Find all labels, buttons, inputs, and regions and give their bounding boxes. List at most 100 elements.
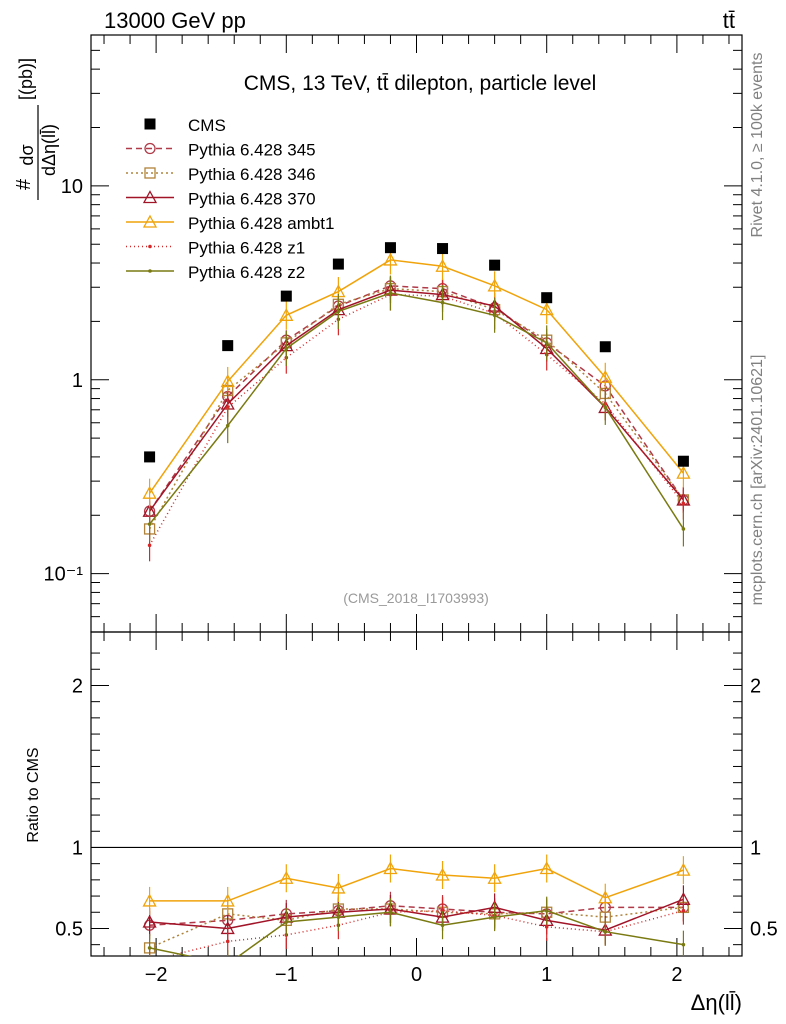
energy-label: 13000 GeV pp (104, 8, 246, 33)
y-tick-label: 10⁻¹ (44, 564, 84, 586)
ratio-y-tick-label-right: 0.5 (750, 918, 778, 940)
mcplots-label: mcplots.cern.ch [arXiv:2401.10621] (749, 355, 766, 606)
ratio-marker (681, 908, 686, 913)
analysis-id: (CMS_2018_I1703993) (343, 590, 489, 606)
cms-data-point (489, 259, 501, 271)
series-line (149, 292, 685, 530)
y-axis-numerator: dσ (17, 144, 37, 165)
legend-label: Pythia 6.428 346 (188, 165, 316, 184)
ratio-marker (142, 893, 157, 907)
series-marker (681, 527, 686, 531)
x-axis-label: Δη(ll̄) (691, 990, 742, 1015)
cms-data-points (144, 242, 689, 467)
ratio-marker (383, 861, 398, 875)
ratio-y-tick-label: 0.5 (55, 918, 83, 940)
series-marker (147, 522, 152, 526)
legend-label: Pythia 6.428 ambt1 (188, 214, 334, 233)
ratio-marker (147, 946, 152, 950)
ratio-y-axis-label: Ratio to CMS (25, 747, 42, 842)
ratio-series-line (166, 909, 684, 956)
y-axis-unit: [(pb)] (16, 58, 36, 100)
x-tick-label: −2 (145, 964, 168, 986)
series-line (148, 259, 684, 494)
series-marker (383, 252, 398, 266)
legend-marker (144, 142, 156, 155)
ratio-series-line (149, 898, 684, 931)
ratio-y-tick-label-right: 2 (750, 675, 761, 697)
x-tick-label: 0 (411, 964, 422, 986)
ratio-marker (603, 929, 608, 934)
ratio-marker (598, 890, 613, 904)
ratio-marker (487, 870, 502, 884)
ratio-marker (544, 908, 549, 913)
series-marker (681, 501, 686, 506)
cms-data-point (144, 451, 156, 463)
ratio-marker (284, 920, 289, 924)
cms-data-point (384, 242, 396, 254)
cms-data-point (677, 455, 689, 467)
main-series-group (142, 245, 691, 562)
series-marker (435, 258, 450, 272)
series-marker (336, 309, 341, 314)
y-tick-label: 1 (72, 370, 83, 392)
x-tick-label: 1 (541, 964, 552, 986)
legend-marker-cms (144, 118, 156, 130)
ratio-series-line (149, 909, 684, 956)
ratio-marker (681, 942, 686, 947)
ratio-marker (388, 910, 393, 915)
series-marker (676, 465, 691, 479)
ratio-y-tick-label: 1 (72, 837, 83, 859)
main-axis-ticks: 10⁻¹ 1 10 (44, 34, 742, 633)
ratio-marker (220, 893, 235, 907)
series-marker (279, 307, 294, 321)
series-line (148, 285, 685, 512)
y-axis-label: # dσ dΔη(ll̄) [(pb)] (13, 58, 59, 200)
series-marker (487, 278, 502, 292)
ratio-axis-ticks: −2 −1 0 1 2 0.5 0.5 1 1 2 2 (55, 632, 778, 986)
ratio-y-tick-label-right: 1 (750, 837, 761, 859)
rivet-label: Rivet 4.1.0, ≥ 100k events (749, 53, 766, 238)
legend-label: Pythia 6.428 370 (188, 190, 316, 209)
ratio-marker (492, 915, 497, 919)
series-marker (492, 313, 497, 318)
x-tick-label: 2 (671, 964, 682, 986)
y-tick-label: 10 (61, 176, 83, 198)
ratio-marker (226, 962, 230, 966)
ratio-series-group (142, 854, 691, 966)
legend-label: Pythia 6.428 z2 (188, 263, 305, 282)
series-marker (603, 405, 608, 410)
series-line (148, 287, 685, 530)
legend-label: Pythia 6.428 z1 (188, 239, 305, 258)
series-marker (544, 341, 549, 345)
ratio-marker (148, 959, 152, 963)
series-marker (225, 423, 230, 428)
legend: CMS Pythia 6.428 345 Pythia 6.428 346 Pythi… (126, 116, 334, 282)
ratio-marker (539, 861, 554, 875)
ratio-marker (676, 862, 691, 876)
ratio-marker (142, 914, 157, 928)
cms-data-point (437, 243, 449, 255)
series-marker (142, 485, 157, 499)
legend-label-cms: CMS (188, 116, 226, 135)
ratio-marker (544, 925, 549, 929)
legend-marker (142, 190, 158, 204)
series-marker (147, 543, 152, 548)
cms-data-point (599, 341, 611, 353)
series-marker (388, 291, 393, 295)
series-marker (598, 369, 613, 383)
ratio-marker (336, 915, 341, 919)
series-marker (284, 346, 289, 351)
y-axis-denominator: dΔη(ll̄) (39, 124, 59, 176)
process-label: tt̄ (723, 8, 735, 33)
chart-title: CMS, 13 TeV, tt̄ dilepton, particle leve… (244, 72, 597, 95)
ratio-y-tick-label: 2 (72, 675, 83, 697)
ratio-marker (440, 908, 445, 913)
series-line (148, 293, 684, 546)
legend-marker (142, 214, 158, 228)
ratio-marker (331, 880, 346, 894)
ratio-plot-frame (90, 631, 743, 957)
ratio-marker (435, 867, 450, 881)
ratio-marker (225, 939, 230, 944)
legend-marker (148, 244, 152, 249)
